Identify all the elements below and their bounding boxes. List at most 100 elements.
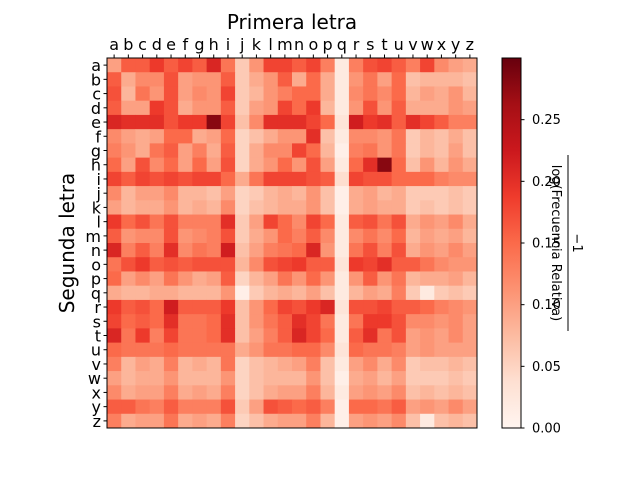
heatmap-cell-of: [178, 257, 193, 272]
heatmap-cell-gp: [320, 143, 336, 159]
heatmap-cell-by: [448, 72, 464, 87]
heatmap-cell-vi: [220, 356, 236, 372]
heatmap-cell-um: [277, 342, 293, 358]
heatmap-cell-fv: [405, 129, 421, 144]
heatmap-cell-jd: [149, 186, 165, 201]
heatmap-cell-mm: [277, 228, 293, 244]
heatmap-cell-cg: [192, 86, 208, 102]
heatmap-cell-dr: [348, 100, 364, 116]
x-tick-label: t: [381, 35, 387, 54]
x-tick-label: s: [366, 35, 374, 54]
heatmap-cell-cd: [149, 86, 165, 102]
heatmap-cell-bh: [206, 72, 222, 87]
heatmap-cell-kj: [235, 200, 250, 215]
heatmap-cell-sb: [121, 314, 136, 329]
heatmap-cell-df: [178, 100, 193, 116]
heatmap-cell-ew: [420, 114, 435, 130]
heatmap-cell-jh: [206, 186, 222, 201]
heatmap-cell-ya: [107, 399, 122, 415]
x-tick-label: i: [226, 35, 230, 54]
heatmap-cell-ue: [163, 342, 179, 358]
heatmap-cell-bm: [277, 72, 293, 87]
heatmap-cell-gw: [420, 143, 435, 159]
heatmap-cell-qv: [405, 285, 421, 301]
heatmap-cell-vb: [121, 356, 136, 372]
heatmap-cell-kb: [121, 200, 136, 215]
y-tick-label: h: [91, 156, 101, 175]
heatmap-cell-bg: [192, 72, 208, 87]
heatmap-cell-ed: [149, 114, 165, 130]
heatmap-cell-ku: [391, 200, 407, 215]
heatmap-cell-kw: [420, 200, 435, 215]
heatmap-cell-vr: [348, 356, 364, 372]
heatmap-cell-pj: [235, 271, 250, 287]
heatmap-cell-rm: [277, 299, 293, 315]
heatmap-cell-uq: [334, 342, 350, 358]
heatmap-cell-tc: [135, 328, 151, 344]
heatmap-cell-ix: [434, 171, 449, 187]
heatmap-cell-ah: [206, 58, 222, 73]
heatmap-cell-gk: [249, 143, 264, 159]
heatmap-cell-ti: [220, 328, 236, 344]
heatmap-cell-pq: [334, 271, 350, 287]
heatmap-cell-zw: [420, 413, 435, 429]
heatmap-cell-ik: [249, 171, 264, 187]
y-tick-label: v: [92, 355, 101, 374]
heatmap-cell-jx: [434, 186, 449, 201]
heatmap-cell-tk: [249, 328, 264, 344]
heatmap-cell-jw: [420, 186, 435, 201]
heatmap-cell-fr: [348, 129, 364, 144]
heatmap-cell-iy: [448, 171, 464, 187]
heatmap-cell-qc: [135, 285, 151, 301]
heatmap-cell-xa: [107, 385, 122, 400]
heatmap-cell-ak: [249, 58, 264, 73]
colorbar-label-numerator: −1: [569, 233, 584, 252]
heatmap-cell-ys: [363, 399, 378, 415]
heatmap-cell-qp: [320, 285, 336, 301]
heatmap-cell-hu: [391, 157, 407, 173]
heatmap-cell-us: [363, 342, 378, 358]
heatmap-cell-yt: [377, 399, 393, 415]
heatmap-cell-gu: [391, 143, 407, 159]
heatmap-cell-bs: [363, 72, 378, 87]
heatmap-cell-hq: [334, 157, 350, 173]
heatmap-cell-ca: [107, 86, 122, 102]
heatmap-cell-yi: [220, 399, 236, 415]
heatmap-cell-wj: [235, 371, 250, 386]
heatmap-cell-uv: [405, 342, 421, 358]
heatmap-cell-zi: [220, 413, 236, 429]
x-tick-label: g: [194, 35, 204, 54]
heatmap-cell-zp: [320, 413, 336, 429]
y-tick-label: p: [91, 270, 101, 289]
heatmap-cell-sl: [263, 314, 279, 329]
heatmap-cell-xd: [149, 385, 165, 400]
heatmap-cell-oh: [206, 257, 222, 272]
heatmap-cell-ii: [220, 171, 236, 187]
heatmap-cell-sy: [448, 314, 464, 329]
heatmap-cell-ts: [363, 328, 378, 344]
heatmap-cell-at: [377, 58, 393, 73]
y-tick-label: n: [91, 241, 101, 260]
heatmap-cell-mz: [462, 228, 478, 244]
heatmap-cell-kh: [206, 200, 222, 215]
heatmap-cell-pk: [249, 271, 264, 287]
heatmap-cell-la: [107, 214, 122, 230]
heatmap-cell-hr: [348, 157, 364, 173]
heatmap-cell-wd: [149, 371, 165, 386]
heatmap-cell-od: [149, 257, 165, 272]
heatmap-cell-gy: [448, 143, 464, 159]
heatmap-cell-ic: [135, 171, 151, 187]
heatmap-cell-qx: [434, 285, 449, 301]
x-tick-label: f: [182, 35, 188, 54]
heatmap-cell-yq: [334, 399, 350, 415]
heatmap-cell-hv: [405, 157, 421, 173]
heatmap-cell-wa: [107, 371, 122, 386]
heatmap-cell-pp: [320, 271, 336, 287]
heatmap-cell-ye: [163, 399, 179, 415]
heatmap-cell-ay: [448, 58, 464, 73]
heatmap-cell-gq: [334, 143, 350, 159]
x-tick-label: z: [466, 35, 474, 54]
x-tick-label: u: [394, 35, 404, 54]
heatmap-cell-yz: [462, 399, 478, 415]
heatmap-cell-rn: [292, 299, 307, 315]
